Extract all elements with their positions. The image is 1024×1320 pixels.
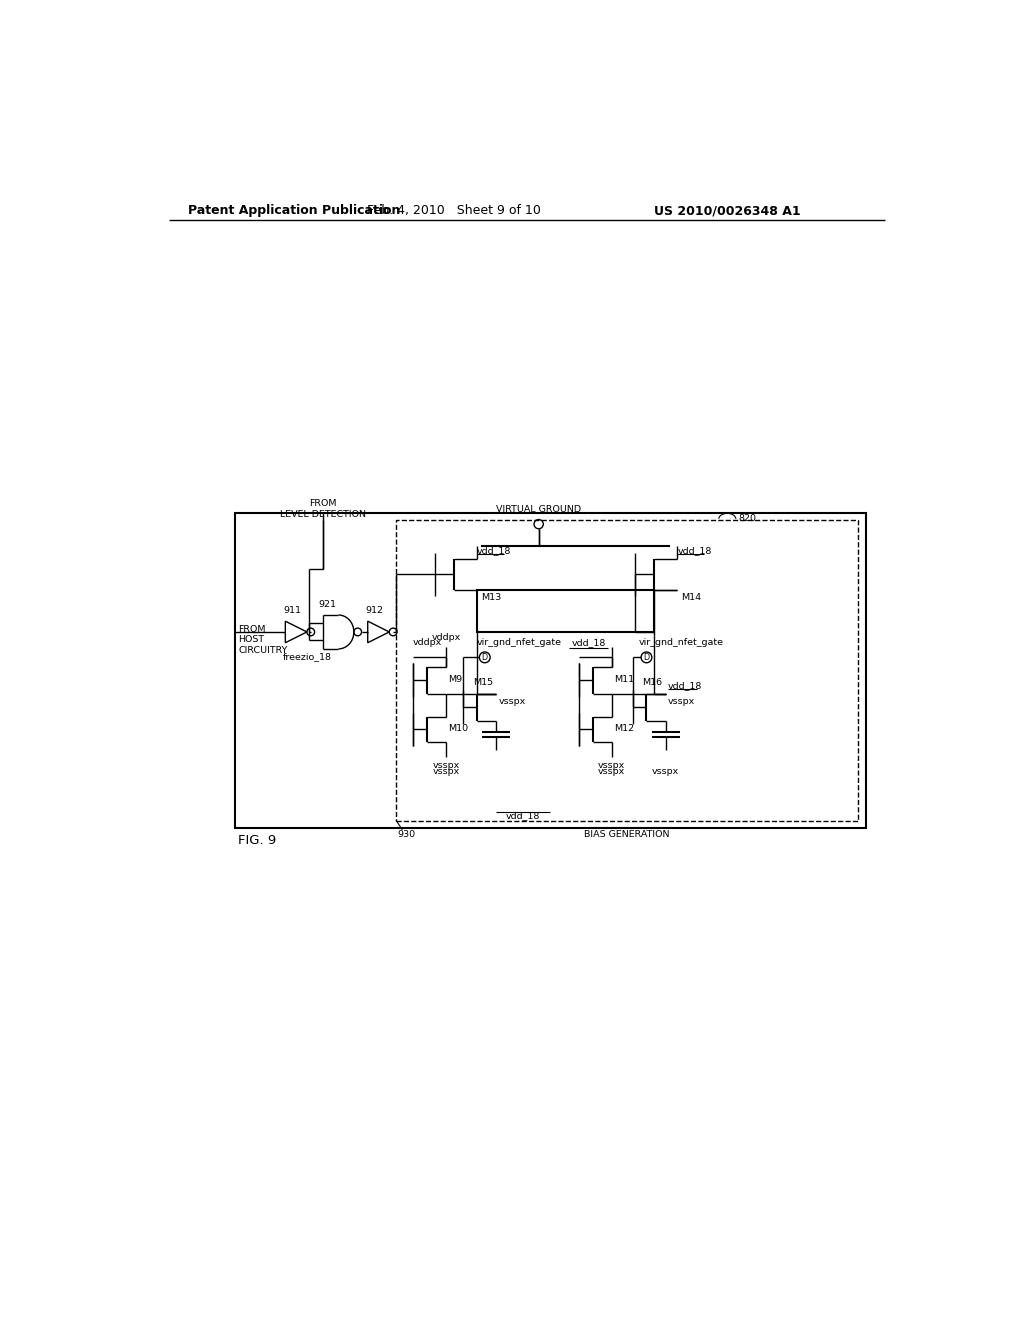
Bar: [477, 590, 654, 632]
Text: 911: 911: [284, 606, 301, 615]
Text: FROM
LEVEL DETECTION: FROM LEVEL DETECTION: [280, 499, 366, 519]
Text: M10: M10: [449, 725, 469, 734]
Text: vsspx: vsspx: [598, 762, 626, 771]
Text: vdd_18: vdd_18: [668, 681, 702, 689]
Text: D: D: [643, 653, 649, 661]
Text: M14: M14: [681, 594, 701, 602]
Text: vdd_18: vdd_18: [506, 812, 541, 820]
Text: M12: M12: [614, 725, 634, 734]
Text: vsspx: vsspx: [499, 697, 526, 706]
Text: vir_gnd_nfet_gate: vir_gnd_nfet_gate: [477, 639, 562, 647]
Text: BIAS GENERATION: BIAS GENERATION: [585, 830, 670, 838]
Text: M16: M16: [643, 678, 663, 688]
Text: FIG. 9: FIG. 9: [239, 834, 276, 847]
Text: freezio_18: freezio_18: [284, 652, 332, 661]
Bar: [396, 520, 858, 821]
Text: M13: M13: [481, 594, 501, 602]
Text: vsspx: vsspx: [432, 767, 460, 776]
Text: vdd_18: vdd_18: [571, 639, 606, 647]
Text: M11: M11: [614, 676, 634, 684]
Text: 912: 912: [366, 606, 384, 615]
Text: vsspx: vsspx: [598, 767, 626, 776]
Text: 921: 921: [317, 599, 336, 609]
Text: 820: 820: [739, 515, 757, 523]
Text: US 2010/0026348 A1: US 2010/0026348 A1: [654, 205, 801, 218]
Text: vsspx: vsspx: [668, 697, 695, 706]
Bar: [234, 512, 866, 829]
Text: Feb. 4, 2010   Sheet 9 of 10: Feb. 4, 2010 Sheet 9 of 10: [367, 205, 541, 218]
Text: M15: M15: [473, 678, 494, 688]
Text: vddpx: vddpx: [432, 634, 461, 642]
Text: vsspx: vsspx: [652, 767, 679, 776]
Text: D: D: [481, 653, 487, 661]
Text: Patent Application Publication: Patent Application Publication: [188, 205, 400, 218]
Text: vddpx: vddpx: [413, 639, 441, 647]
Text: VIRTUAL GROUND: VIRTUAL GROUND: [496, 506, 582, 515]
Text: vsspx: vsspx: [432, 762, 460, 771]
Text: vir_gnd_nfet_gate: vir_gnd_nfet_gate: [639, 639, 724, 647]
Text: FROM
HOST
CIRCUITRY: FROM HOST CIRCUITRY: [239, 624, 288, 655]
Text: M9: M9: [449, 676, 463, 684]
Text: 930: 930: [397, 830, 416, 838]
Text: vdd_18: vdd_18: [677, 546, 712, 554]
Text: vdd_18: vdd_18: [477, 546, 511, 554]
